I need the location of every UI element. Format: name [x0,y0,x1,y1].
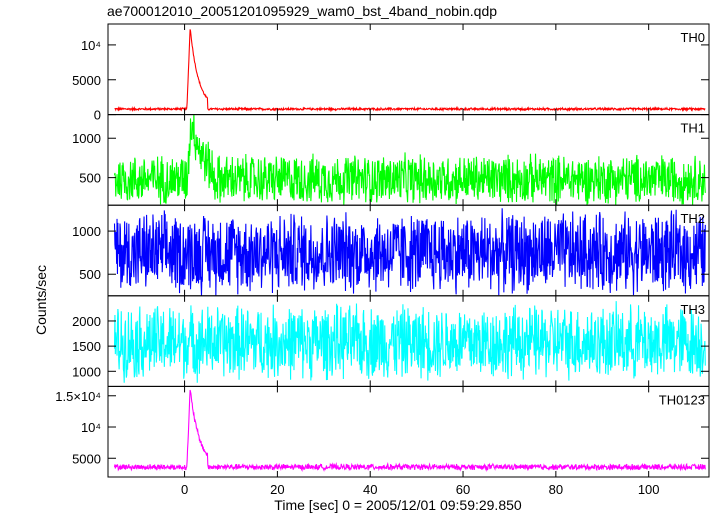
y-tick-label: 10⁴ [81,420,101,435]
y-tick-label: 1000 [72,131,101,146]
y-tick-label: 1.5×10⁴ [55,389,101,404]
y-tick-label: 500 [79,171,101,186]
panel-frame [107,385,710,478]
chart-title: ae700012010_20051201095929_wam0_bst_4ban… [107,3,498,19]
y-tick-label: 5000 [72,451,101,466]
series-th1 [113,114,706,206]
y-tick-label: 1000 [72,364,101,379]
series-th0 [114,29,706,113]
panel-frame [107,23,710,116]
y-tick-label: 2000 [72,314,101,329]
x-tick-label: 80 [549,482,563,497]
y-tick-label: 1000 [72,224,101,239]
x-tick-label: 100 [638,482,660,497]
series-th0123 [113,389,706,473]
x-tick-label: 20 [270,482,284,497]
series-th2 [113,208,706,296]
panel-th0: 0 5000 10⁴ TH0 [72,23,710,123]
panel-label: TH0123 [659,392,705,407]
y-tick-label: 5000 [72,73,101,88]
x-tick-label: 0 [181,482,188,497]
y-tick-label: 500 [79,267,101,282]
x-axis-label: Time [sec] 0 = 2005/12/01 09:59:29.850 [274,497,522,513]
panel-label: TH0 [680,30,705,45]
panel-label: TH2 [680,211,705,226]
panel-label: TH1 [680,121,705,136]
y-tick-label: 10⁴ [81,38,101,53]
y-tick-label: 1500 [72,339,101,354]
x-tick-label: 60 [456,482,470,497]
x-tick-label: 40 [363,482,377,497]
series-th3 [113,301,706,383]
panel-th0123: 5000 10⁴ 1.5×10⁴ TH0123 [55,385,710,478]
panel-label: TH3 [680,302,705,317]
panel-th2: 500 1000 TH2 [72,204,710,297]
panel-th1: 500 1000 TH1 [72,114,710,206]
y-tick-label: 0 [94,108,101,123]
panel-th3: 1000 1500 2000 TH3 [72,295,710,387]
